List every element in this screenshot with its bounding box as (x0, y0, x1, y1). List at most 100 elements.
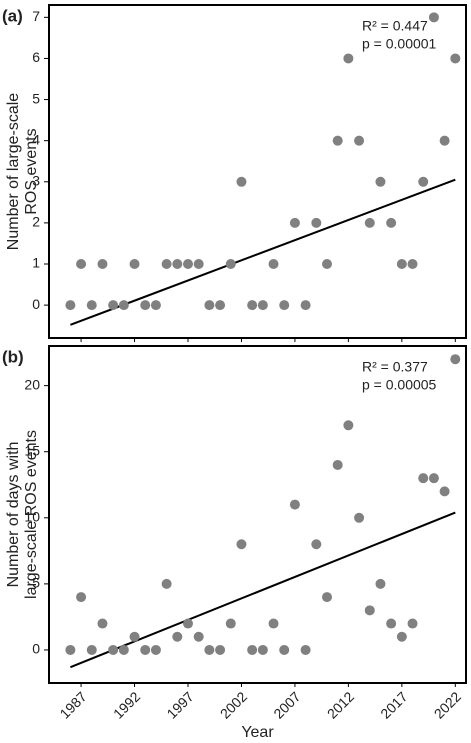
data-point (204, 300, 215, 311)
data-point (343, 420, 354, 431)
data-point (396, 259, 407, 269)
data-point (257, 644, 268, 655)
data-point (257, 300, 268, 311)
x-tick-label: 2002 (217, 688, 250, 721)
data-point (118, 300, 129, 311)
data-point (300, 300, 311, 311)
data-point (140, 300, 151, 311)
annotation: p = 0.00001 (362, 36, 437, 52)
data-point (407, 259, 418, 269)
data-point (65, 300, 76, 311)
trend-line (70, 511, 456, 669)
x-tick-label: 2012 (324, 688, 357, 721)
x-tick-label: 2007 (270, 688, 303, 721)
data-point (140, 644, 151, 655)
data-point (247, 300, 258, 311)
y-tick-label: 0 (32, 641, 40, 657)
data-point (236, 539, 247, 550)
data-point (375, 578, 386, 589)
data-point (225, 259, 236, 269)
y-axis-label: large-scale ROS events (23, 430, 40, 599)
data-point (129, 631, 140, 642)
data-point (268, 259, 279, 269)
x-tick-label: 1992 (110, 688, 143, 721)
plot-frame (48, 4, 467, 339)
panel-label: (a) (2, 6, 23, 25)
data-point (322, 259, 332, 269)
data-point (311, 217, 322, 228)
y-tick-label: 20 (24, 376, 40, 392)
data-point (322, 592, 332, 603)
data-point (428, 12, 439, 23)
annotation: R² = 0.447 (362, 18, 428, 34)
y-tick-label: 7 (32, 8, 40, 24)
data-point (332, 459, 343, 470)
data-point (354, 135, 365, 146)
data-point (407, 618, 418, 629)
data-point (172, 631, 183, 642)
data-point (247, 644, 258, 655)
y-tick-label: 4 (32, 131, 40, 147)
y-tick-label: 0 (32, 296, 40, 312)
data-point (439, 486, 450, 497)
y-tick-label: 2 (32, 214, 40, 230)
panel-label: (b) (2, 347, 24, 366)
x-axis-label: Year (241, 724, 274, 741)
data-point (193, 631, 204, 642)
data-point (428, 473, 439, 484)
y-tick-label: 5 (32, 90, 40, 106)
data-point (172, 259, 183, 269)
data-point (354, 512, 365, 523)
data-point (161, 578, 172, 589)
data-point (439, 135, 450, 146)
data-point (86, 300, 97, 311)
data-point (129, 259, 140, 269)
data-point (332, 135, 343, 146)
data-point (76, 592, 87, 603)
data-point (450, 354, 461, 365)
data-point (418, 176, 429, 187)
y-tick-label: 5 (32, 575, 40, 591)
data-point (76, 259, 87, 269)
y-tick-label: 6 (32, 49, 40, 65)
data-point (311, 539, 322, 550)
plot-frame (48, 345, 467, 684)
y-tick-label: 3 (32, 172, 40, 188)
data-point (386, 618, 397, 629)
data-point (343, 53, 354, 64)
y-tick-label: 15 (24, 442, 40, 458)
data-point (97, 259, 108, 269)
annotation: p = 0.00005 (362, 377, 437, 393)
y-axis-label: Number of large-scale (5, 93, 22, 251)
x-tick-label: 2017 (377, 688, 410, 721)
x-tick-label: 1987 (56, 688, 89, 721)
data-point (364, 605, 375, 616)
data-point (386, 217, 397, 228)
data-point (279, 300, 290, 311)
data-point (161, 259, 172, 269)
data-point (204, 644, 215, 655)
y-tick-label: 10 (24, 509, 40, 525)
data-point (118, 644, 129, 655)
data-point (450, 53, 461, 64)
data-point (150, 644, 161, 655)
data-point (396, 631, 407, 642)
data-point (300, 644, 311, 655)
y-tick-label: 1 (32, 255, 40, 271)
data-point (375, 176, 386, 187)
data-point (215, 300, 226, 311)
annotation: R² = 0.377 (362, 359, 428, 375)
y-axis-label: Number of days with (5, 442, 22, 588)
x-tick-label: 1997 (163, 688, 196, 721)
data-point (364, 217, 375, 228)
data-point (183, 618, 193, 629)
data-point (418, 473, 429, 484)
data-point (225, 618, 236, 629)
data-point (268, 618, 279, 629)
data-point (65, 644, 76, 655)
trend-line (70, 178, 456, 326)
data-point (215, 644, 226, 655)
data-point (289, 217, 300, 228)
data-point (279, 644, 290, 655)
